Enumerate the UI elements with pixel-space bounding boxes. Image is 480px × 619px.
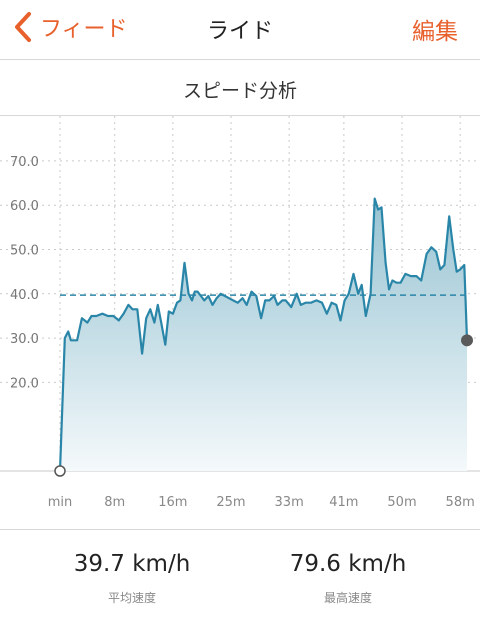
chevron-left-icon [15, 12, 31, 42]
y-tick-label: 20.0 [10, 376, 39, 391]
x-tick-label: min [48, 495, 73, 510]
back-button[interactable]: フィード [10, 10, 128, 44]
y-tick-label: 40.0 [10, 288, 39, 303]
y-tick-label: 50.0 [10, 244, 39, 259]
average-speed-value: 39.7 km/h [73, 551, 191, 577]
average-speed-label: 平均速度 [107, 591, 156, 605]
x-tick-label: 41m [329, 495, 358, 510]
max-speed-value: 79.6 km/h [289, 551, 407, 577]
x-tick-label: 8m [104, 495, 125, 510]
speed-chart: 20.0 30.0 40.0 50.0 60.0 70.0 min 8m 16m 25m 33m 4… [0, 116, 480, 530]
x-tick-label: 58m [446, 495, 475, 510]
speed-chart-svg: 20.0 30.0 40.0 50.0 60.0 70.0 min 8m 16m 25m 33m 4… [0, 116, 480, 510]
stats-panel: 39.7 km/h 平均速度 79.6 km/h 最高速度 [0, 531, 480, 619]
end-point-marker [461, 334, 473, 347]
y-tick-label: 70.0 [10, 155, 39, 170]
page-title: ライド [206, 19, 273, 44]
max-speed-label: 最高速度 [323, 591, 372, 605]
navigation-bar: フィード ライド 編集 [0, 0, 480, 60]
back-button-label: フィード [40, 17, 128, 42]
x-tick-label: 33m [275, 495, 304, 510]
y-tick-label: 60.0 [10, 199, 39, 214]
x-tick-label: 16m [158, 495, 187, 510]
speed-area [60, 198, 467, 471]
y-tick-label: 30.0 [10, 332, 39, 347]
x-tick-label: 50m [387, 495, 416, 510]
start-point-marker [54, 465, 66, 477]
section-header: スピード分析 [0, 60, 480, 116]
speed-line [58, 197, 469, 472]
max-speed-stat: 79.6 km/h 最高速度 [228, 551, 468, 606]
average-speed-stat: 39.7 km/h 平均速度 [12, 551, 252, 606]
section-title: スピード分析 [182, 80, 297, 102]
edit-button[interactable]: 編集 [412, 19, 458, 45]
x-tick-label: 25m [216, 495, 245, 510]
